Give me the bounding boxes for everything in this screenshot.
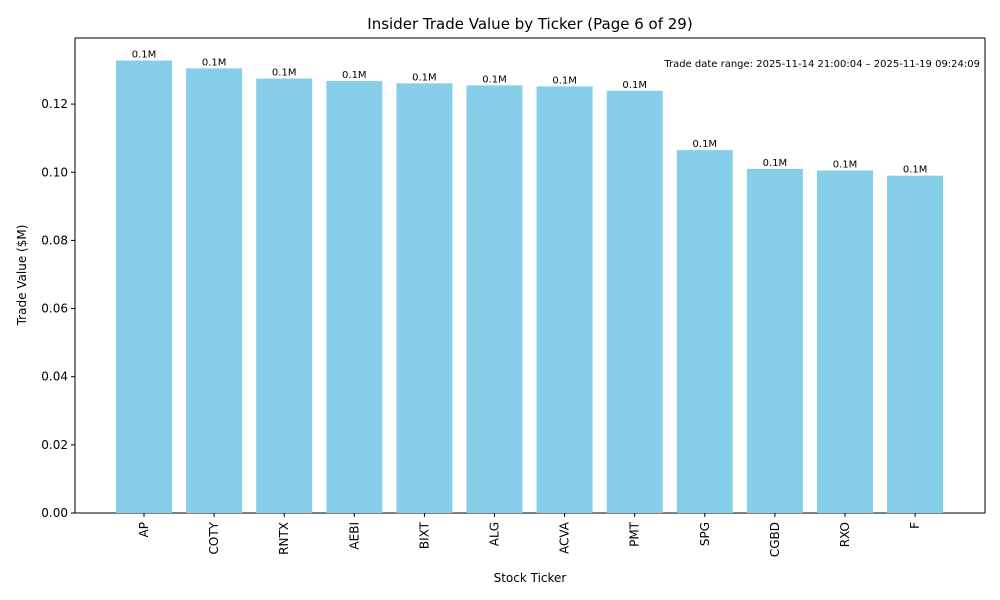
date-range-annotation: Trade date range: 2025-11-14 21:00:04 – … [663, 59, 980, 70]
y-tick-label: 0.10 [41, 165, 68, 179]
x-tick-label: SPG [698, 522, 712, 546]
x-tick-label: RNTX [277, 522, 291, 555]
bar [817, 170, 873, 513]
x-tick-label: AEBI [347, 522, 361, 550]
bar [887, 175, 944, 513]
y-tick-label: 0.08 [41, 233, 68, 247]
bar-value-label: 0.1M [132, 49, 157, 60]
x-axis-label: Stock Ticker [494, 571, 567, 585]
y-tick-label: 0.04 [41, 370, 68, 384]
bar [676, 150, 733, 513]
x-tick-label: BIXT [417, 521, 431, 549]
plot-frame [74, 37, 986, 514]
bar-value-label: 0.1M [272, 68, 297, 79]
x-tick-label: PMT [628, 521, 642, 547]
x-tick-label: ACVA [558, 521, 572, 554]
bar [326, 80, 383, 513]
y-tick-label: 0.00 [41, 506, 68, 520]
x-tick-label: ALG [488, 522, 502, 546]
bar-value-label: 0.1M [622, 80, 647, 91]
plot-area: 0.00 0.02 0.04 0.06 0.08 0.10 0.12 0.1M AP 0.1M CO… [41, 37, 986, 557]
x-tick-label: COTY [207, 521, 221, 554]
bar [606, 90, 663, 513]
bar [466, 85, 523, 513]
bar-value-label: 0.1M [693, 139, 718, 150]
x-tick-label: RXO [838, 522, 852, 547]
bar-value-label: 0.1M [482, 74, 507, 85]
bar-value-label: 0.1M [412, 72, 437, 83]
bar [536, 86, 593, 514]
y-tick-label: 0.02 [41, 438, 68, 452]
bar [396, 83, 453, 514]
chart-title: Insider Trade Value by Ticker (Page 6 of… [367, 15, 692, 33]
x-tick-label: F [908, 522, 922, 529]
bar [116, 60, 172, 514]
bar-value-label: 0.1M [552, 75, 577, 86]
bar-value-label: 0.1M [342, 70, 367, 81]
bar-value-label: 0.1M [763, 158, 788, 169]
bar-value-label: 0.1M [833, 160, 858, 171]
x-tick-label: AP [137, 522, 151, 537]
bar-value-label: 0.1M [202, 57, 227, 68]
bar-value-label: 0.1M [903, 165, 928, 176]
y-tick-label: 0.06 [41, 302, 68, 316]
bar [186, 68, 243, 513]
y-tick-label: 0.12 [41, 97, 68, 111]
bar [746, 168, 803, 513]
bar [256, 78, 313, 514]
y-axis-label: Trade Value ($M) [15, 225, 29, 327]
x-tick-label: CGBD [768, 522, 782, 557]
